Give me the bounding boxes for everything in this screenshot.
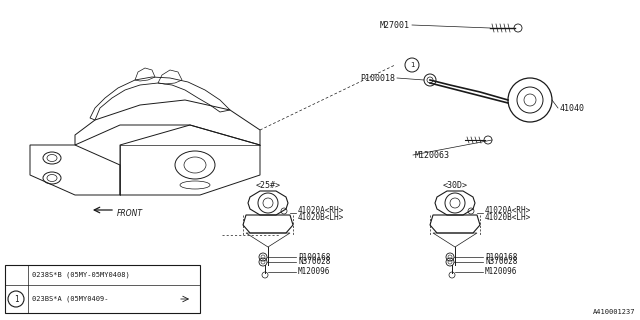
Text: M120096: M120096 (485, 268, 517, 276)
Text: 41020A<RH>: 41020A<RH> (298, 205, 344, 214)
Text: A410001237: A410001237 (593, 309, 635, 315)
Text: <30D>: <30D> (442, 180, 467, 189)
Text: 1: 1 (13, 294, 19, 303)
Text: 0238S*B (05MY-05MY0408): 0238S*B (05MY-05MY0408) (32, 272, 130, 278)
Text: 1: 1 (410, 62, 414, 68)
Text: FRONT: FRONT (117, 209, 143, 218)
Text: 41020A<RH>: 41020A<RH> (485, 205, 531, 214)
Text: M120096: M120096 (298, 268, 330, 276)
Text: 41020B<LH>: 41020B<LH> (298, 212, 344, 221)
Text: N370028: N370028 (485, 258, 517, 267)
Text: 023BS*A (05MY0409-: 023BS*A (05MY0409- (32, 296, 109, 302)
Bar (5, 265, 200, 313)
Text: M27001: M27001 (380, 20, 410, 29)
Text: 41040: 41040 (560, 103, 585, 113)
Text: <25#>: <25#> (255, 180, 280, 189)
Text: P100018: P100018 (360, 74, 395, 83)
Text: 41020B<LH>: 41020B<LH> (485, 212, 531, 221)
Text: N370028: N370028 (298, 258, 330, 267)
Text: P100168: P100168 (485, 252, 517, 261)
Text: P100168: P100168 (298, 252, 330, 261)
Text: M120063: M120063 (415, 150, 450, 159)
